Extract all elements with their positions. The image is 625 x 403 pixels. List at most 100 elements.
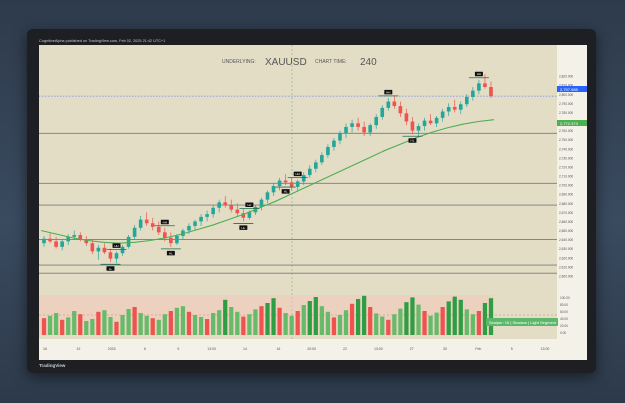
candle-body — [446, 106, 451, 112]
oscillator-bar — [120, 315, 125, 335]
time-tick-label: 13:00 — [541, 347, 550, 351]
candle-body — [452, 106, 457, 110]
time-tick-label: 5 — [511, 347, 513, 351]
swing-marker-label: HL — [169, 251, 173, 255]
oscillator-bar — [422, 311, 427, 335]
oscillator-bar — [362, 295, 367, 335]
swing-marker — [166, 250, 175, 256]
price-tick-label: 2,670.000 — [559, 211, 573, 215]
oscillator-bar — [253, 309, 258, 335]
oscillator-tick-label: 60.00 — [560, 310, 568, 314]
price-tick-label: 2,610.000 — [559, 265, 573, 269]
candle-body — [428, 120, 433, 124]
candle-body — [126, 236, 131, 247]
price-tick-label: 2,710.000 — [559, 175, 573, 179]
candle-body — [277, 180, 282, 186]
price-tick-label: 2,750.000 — [559, 138, 573, 142]
oscillator-bar — [277, 307, 282, 335]
oscillator-bar — [325, 311, 331, 335]
oscillator-bar — [229, 307, 234, 335]
tradingview-logo: TradingView — [39, 363, 66, 368]
oscillator-tick-label: 20.00 — [560, 324, 568, 328]
time-tick-label: 2025 — [108, 347, 116, 351]
price-chart: HH LL HH HL LH HL HH HL HH HL HH 2,820.000 2,810.00… — [39, 45, 587, 360]
swing-marker — [239, 225, 248, 230]
candle-body — [338, 133, 342, 141]
oscillator-bar — [132, 307, 137, 335]
oscillator-bar — [470, 314, 475, 335]
candle-body — [350, 123, 354, 127]
candle-body — [205, 214, 209, 217]
oscillator-bar — [295, 311, 300, 335]
oscillator-bar — [386, 319, 391, 335]
candle-body — [295, 181, 300, 187]
time-tick-label: Feb — [475, 347, 481, 351]
candle-body — [48, 238, 52, 242]
oscillator-bar — [428, 315, 433, 335]
price-tick-label: 2,650.000 — [559, 229, 573, 233]
swing-marker-label: HL — [411, 139, 415, 143]
swing-marker-label: HL — [284, 190, 288, 194]
oscillator-bar — [440, 307, 445, 335]
oscillator-bar — [162, 314, 167, 335]
price-axis — [557, 45, 587, 339]
candle-body — [380, 107, 385, 117]
oscillator-bar — [241, 316, 246, 335]
oscillator-bar — [198, 317, 204, 335]
time-tick-label: 9 — [177, 347, 179, 351]
price-tick-label: 2,820.000 — [559, 75, 573, 79]
oscillator-bar — [168, 311, 173, 335]
oscillator-bar — [102, 310, 107, 335]
oscillator-bar — [247, 314, 252, 335]
oscillator-bar — [319, 306, 324, 335]
oscillator-bar — [192, 315, 198, 335]
oscillator-bar — [446, 301, 451, 335]
candle-body — [42, 238, 46, 244]
candle-body — [289, 182, 294, 187]
oscillator-tick-label: 40.00 — [560, 317, 568, 321]
oscillator-bar — [410, 297, 415, 335]
oscillator-bar — [90, 319, 95, 335]
price-tick-label: 2,690.000 — [559, 193, 573, 197]
swing-marker-label: HH — [163, 220, 167, 224]
price-tick-label: 2,640.000 — [559, 238, 573, 242]
ma-price-label: 2,772.373 — [560, 121, 579, 126]
candle-body — [362, 126, 366, 133]
oscillator-bar — [289, 315, 294, 335]
swing-marker — [384, 89, 393, 95]
candle-body — [398, 106, 403, 114]
oscillator-bar — [368, 307, 373, 335]
candle-body — [386, 101, 391, 108]
last-price-tag — [557, 86, 587, 92]
oscillator-label: Scalper: 15 | Shadow | Light Segment — [489, 320, 557, 325]
chart-background — [39, 45, 557, 339]
time-tick-label: 22 — [343, 347, 347, 351]
oscillator-bar — [41, 318, 47, 335]
oscillator-bar — [452, 296, 457, 335]
candle-body — [169, 237, 173, 244]
candle-body — [356, 123, 360, 127]
candle-body — [271, 185, 276, 193]
oscillator-bar — [144, 315, 149, 335]
oscillator-bar — [265, 303, 270, 335]
candle-body — [84, 239, 89, 244]
oscillator-bar — [337, 315, 343, 335]
oscillator-bar — [211, 313, 216, 335]
candle-body — [235, 209, 240, 214]
oscillator-bar — [156, 319, 161, 335]
oscillator-bar — [482, 303, 488, 335]
candle-body — [108, 252, 113, 259]
swing-marker — [245, 202, 254, 208]
price-tick-label: 2,630.000 — [559, 247, 573, 251]
candle-body — [223, 202, 228, 206]
candle-body — [307, 168, 312, 176]
oscillator-bar — [217, 310, 222, 335]
price-tick-label: 2,780.000 — [559, 111, 573, 115]
time-tick-label: 6 — [144, 347, 146, 351]
candle-body — [344, 126, 348, 134]
price-tick-label: 2,680.000 — [559, 202, 573, 206]
candle-body — [229, 205, 234, 210]
candle-body — [187, 225, 191, 231]
time-axis — [39, 339, 587, 360]
swing-marker-label: HH — [386, 90, 390, 94]
